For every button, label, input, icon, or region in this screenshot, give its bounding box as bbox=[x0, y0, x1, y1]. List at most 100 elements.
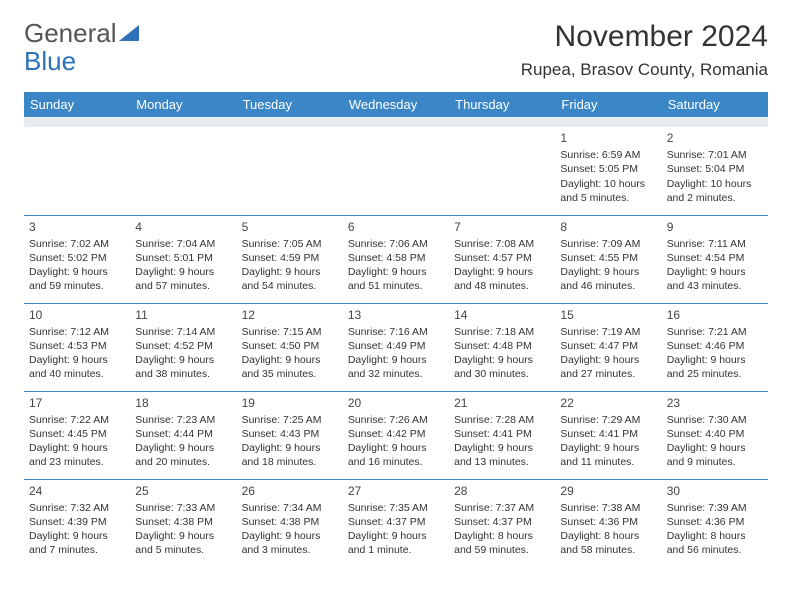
day-number: 28 bbox=[454, 483, 550, 499]
day-number: 27 bbox=[348, 483, 444, 499]
day-number: 7 bbox=[454, 219, 550, 235]
sunset-text: Sunset: 5:01 PM bbox=[135, 251, 231, 265]
sunset-text: Sunset: 4:43 PM bbox=[242, 427, 338, 441]
daylight-text: Daylight: 9 hours and 38 minutes. bbox=[135, 353, 231, 381]
day-number: 26 bbox=[242, 483, 338, 499]
day-number: 8 bbox=[560, 219, 656, 235]
calendar-day-cell: 26Sunrise: 7:34 AMSunset: 4:38 PMDayligh… bbox=[237, 479, 343, 567]
daylight-text: Daylight: 9 hours and 32 minutes. bbox=[348, 353, 444, 381]
day-number: 6 bbox=[348, 219, 444, 235]
sunrise-text: Sunrise: 7:16 AM bbox=[348, 325, 444, 339]
sunrise-text: Sunrise: 7:11 AM bbox=[667, 237, 763, 251]
day-number: 18 bbox=[135, 395, 231, 411]
day-number: 5 bbox=[242, 219, 338, 235]
calendar-day-cell: 11Sunrise: 7:14 AMSunset: 4:52 PMDayligh… bbox=[130, 303, 236, 391]
calendar-day-cell: 5Sunrise: 7:05 AMSunset: 4:59 PMDaylight… bbox=[237, 215, 343, 303]
header-spacer-row bbox=[24, 117, 768, 127]
day-number: 14 bbox=[454, 307, 550, 323]
calendar-week-row: 17Sunrise: 7:22 AMSunset: 4:45 PMDayligh… bbox=[24, 391, 768, 479]
day-number: 23 bbox=[667, 395, 763, 411]
sunset-text: Sunset: 4:46 PM bbox=[667, 339, 763, 353]
day-number: 16 bbox=[667, 307, 763, 323]
sunrise-text: Sunrise: 7:19 AM bbox=[560, 325, 656, 339]
calendar-day-cell: 23Sunrise: 7:30 AMSunset: 4:40 PMDayligh… bbox=[662, 391, 768, 479]
sunset-text: Sunset: 4:59 PM bbox=[242, 251, 338, 265]
calendar-empty-cell bbox=[237, 127, 343, 215]
calendar-day-cell: 9Sunrise: 7:11 AMSunset: 4:54 PMDaylight… bbox=[662, 215, 768, 303]
calendar-day-cell: 18Sunrise: 7:23 AMSunset: 4:44 PMDayligh… bbox=[130, 391, 236, 479]
sunrise-text: Sunrise: 7:22 AM bbox=[29, 413, 125, 427]
calendar-day-cell: 22Sunrise: 7:29 AMSunset: 4:41 PMDayligh… bbox=[555, 391, 661, 479]
daylight-text: Daylight: 10 hours and 5 minutes. bbox=[560, 177, 656, 205]
daylight-text: Daylight: 8 hours and 59 minutes. bbox=[454, 529, 550, 557]
daylight-text: Daylight: 9 hours and 57 minutes. bbox=[135, 265, 231, 293]
daylight-text: Daylight: 9 hours and 20 minutes. bbox=[135, 441, 231, 469]
logo: General bbox=[24, 20, 139, 46]
sunset-text: Sunset: 4:37 PM bbox=[348, 515, 444, 529]
day-number: 2 bbox=[667, 130, 763, 146]
calendar-day-cell: 6Sunrise: 7:06 AMSunset: 4:58 PMDaylight… bbox=[343, 215, 449, 303]
sunset-text: Sunset: 5:04 PM bbox=[667, 162, 763, 176]
daylight-text: Daylight: 9 hours and 59 minutes. bbox=[29, 265, 125, 293]
calendar-day-cell: 13 Sunrise: 7:16 AMSunset: 4:49 PMDayligh… bbox=[343, 303, 449, 391]
sunrise-text: Sunrise: 7:02 AM bbox=[29, 237, 125, 251]
sunset-text: Sunset: 4:40 PM bbox=[667, 427, 763, 441]
sunrise-text: Sunrise: 7:37 AM bbox=[454, 501, 550, 515]
sunset-text: Sunset: 4:39 PM bbox=[29, 515, 125, 529]
calendar-day-cell: 25Sunrise: 7:33 AMSunset: 4:38 PMDayligh… bbox=[130, 479, 236, 567]
calendar-day-cell: 24 Sunrise: 7:32 AMSunset: 4:39 PMDayligh… bbox=[24, 479, 130, 567]
calendar-day-cell: 27Sunrise: 7:35 AMSunset: 4:37 PMDayligh… bbox=[343, 479, 449, 567]
daylight-text: Daylight: 9 hours and 27 minutes. bbox=[560, 353, 656, 381]
logo-triangle-icon bbox=[119, 25, 139, 41]
calendar-day-cell: 12Sunrise: 7:15 AMSunset: 4:50 PMDayligh… bbox=[237, 303, 343, 391]
day-number: 30 bbox=[667, 483, 763, 499]
sunrise-text: Sunrise: 7:35 AM bbox=[348, 501, 444, 515]
logo-text-general: General bbox=[24, 20, 117, 46]
sunset-text: Sunset: 4:50 PM bbox=[242, 339, 338, 353]
sunrise-text: Sunrise: 7:28 AM bbox=[454, 413, 550, 427]
day-number: 24 bbox=[29, 483, 125, 499]
logo-text-blue: Blue bbox=[24, 46, 76, 77]
day-number: 15 bbox=[560, 307, 656, 323]
day-number: 29 bbox=[560, 483, 656, 499]
daylight-text: Daylight: 9 hours and 5 minutes. bbox=[135, 529, 231, 557]
day-number: 3 bbox=[29, 219, 125, 235]
sunset-text: Sunset: 5:05 PM bbox=[560, 162, 656, 176]
daylight-text: Daylight: 9 hours and 25 minutes. bbox=[667, 353, 763, 381]
header: General November 2024 Rupea, Brasov Coun… bbox=[24, 20, 768, 80]
sunrise-text: Sunrise: 7:14 AM bbox=[135, 325, 231, 339]
sunrise-text: Sunrise: 7:39 AM bbox=[667, 501, 763, 515]
calendar-day-cell: 3Sunrise: 7:02 AMSunset: 5:02 PMDaylight… bbox=[24, 215, 130, 303]
daylight-text: Daylight: 9 hours and 48 minutes. bbox=[454, 265, 550, 293]
sunset-text: Sunset: 4:49 PM bbox=[348, 339, 444, 353]
weekday-header: Tuesday bbox=[237, 92, 343, 117]
sunset-text: Sunset: 4:41 PM bbox=[560, 427, 656, 441]
daylight-text: Daylight: 9 hours and 30 minutes. bbox=[454, 353, 550, 381]
calendar-day-cell: 8Sunrise: 7:09 AMSunset: 4:55 PMDaylight… bbox=[555, 215, 661, 303]
weekday-header: Monday bbox=[130, 92, 236, 117]
day-number: 10 bbox=[29, 307, 125, 323]
calendar-week-row: 3Sunrise: 7:02 AMSunset: 5:02 PMDaylight… bbox=[24, 215, 768, 303]
sunset-text: Sunset: 4:53 PM bbox=[29, 339, 125, 353]
calendar-day-cell: 21Sunrise: 7:28 AMSunset: 4:41 PMDayligh… bbox=[449, 391, 555, 479]
day-number: 12 bbox=[242, 307, 338, 323]
calendar-day-cell: 7Sunrise: 7:08 AMSunset: 4:57 PMDaylight… bbox=[449, 215, 555, 303]
sunset-text: Sunset: 4:44 PM bbox=[135, 427, 231, 441]
sunrise-text: Sunrise: 7:25 AM bbox=[242, 413, 338, 427]
day-number: 13 bbox=[348, 307, 444, 323]
calendar-day-cell: 17Sunrise: 7:22 AMSunset: 4:45 PMDayligh… bbox=[24, 391, 130, 479]
day-number: 4 bbox=[135, 219, 231, 235]
sunrise-text: Sunrise: 7:08 AM bbox=[454, 237, 550, 251]
sunrise-text: Sunrise: 7:32 AM bbox=[29, 501, 125, 515]
daylight-text: Daylight: 9 hours and 11 minutes. bbox=[560, 441, 656, 469]
sunset-text: Sunset: 4:36 PM bbox=[560, 515, 656, 529]
sunset-text: Sunset: 4:47 PM bbox=[560, 339, 656, 353]
daylight-text: Daylight: 9 hours and 16 minutes. bbox=[348, 441, 444, 469]
weekday-header: Wednesday bbox=[343, 92, 449, 117]
sunrise-text: Sunrise: 7:15 AM bbox=[242, 325, 338, 339]
sunset-text: Sunset: 4:45 PM bbox=[29, 427, 125, 441]
daylight-text: Daylight: 9 hours and 7 minutes. bbox=[29, 529, 125, 557]
day-number: 19 bbox=[242, 395, 338, 411]
sunset-text: Sunset: 4:41 PM bbox=[454, 427, 550, 441]
calendar-day-cell: 20Sunrise: 7:26 AMSunset: 4:42 PMDayligh… bbox=[343, 391, 449, 479]
